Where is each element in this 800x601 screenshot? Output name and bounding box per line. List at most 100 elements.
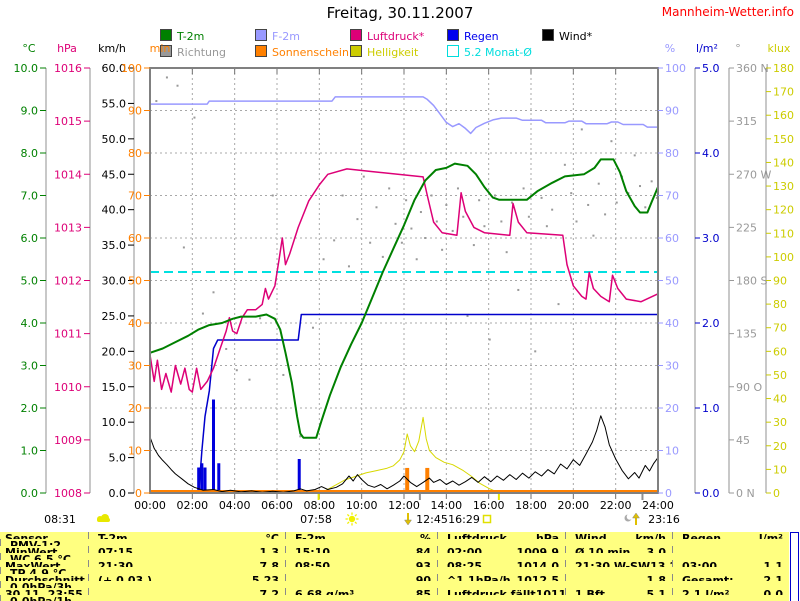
- axis-tick-label: 180: [773, 62, 794, 75]
- axis-pct: 0 10 20 30 40 50 60 70 80 90 100: [658, 62, 686, 500]
- axis-tick-label: 45.0: [102, 168, 127, 181]
- cell-left: 08:50: [295, 560, 331, 567]
- axis-tick-label: 30: [773, 416, 787, 429]
- time-ticks: [191, 69, 617, 499]
- legend-label: T-2m: [177, 30, 205, 43]
- axis-tick-label: 9.0: [21, 105, 39, 118]
- axis-tick-label: 10.0: [102, 416, 127, 429]
- axis-tick-label: 60: [128, 232, 142, 245]
- cell-left: (+ 0.03 ): [98, 574, 153, 581]
- axis-tick-label: 4.0: [21, 317, 39, 330]
- legend-item-sonnenschein: Sonnenschein: [255, 45, 349, 59]
- series-t-2m: [149, 158, 659, 439]
- axis-tick-label: 90 O: [736, 381, 762, 394]
- x-tick-label: 04:00: [219, 499, 251, 512]
- cell-right: km/h: [635, 532, 666, 539]
- cell-right: 13.2: [650, 560, 672, 567]
- value-cell: 08:25 1014.0: [437, 560, 565, 567]
- cell-left: 02:00: [447, 546, 483, 553]
- axis-tick-label: 5.0: [109, 452, 127, 465]
- axis-tick-label: 10.0: [14, 62, 39, 75]
- legend-swatch-icon: [255, 45, 267, 57]
- axis-min: 0 10 20 30 40 50 60 70 80 90 100: [121, 62, 150, 500]
- arrow-down-icon: [404, 513, 412, 526]
- x-tick-label: 14:00: [430, 499, 462, 512]
- cell-right: 0.0: [763, 588, 784, 595]
- axis-tick-label: 70: [665, 190, 679, 203]
- axis-tick-label: 100: [121, 62, 142, 75]
- table-scrollbar[interactable]: [790, 532, 799, 601]
- cell-right: 1009.9: [516, 546, 559, 553]
- axis-tick-label: 50: [665, 275, 679, 288]
- axis-unit-deg: °: [735, 42, 741, 55]
- axis-tick-label: 1011: [54, 328, 82, 341]
- cell-left: 21:30 W-SW: [575, 560, 651, 567]
- axis-tick-label: 10: [665, 445, 679, 458]
- series-luftdruck: [149, 168, 659, 393]
- legend-swatch-icon: [350, 29, 362, 41]
- x-tick-label: 10:00: [346, 499, 378, 512]
- x-tick-label: 24:00: [642, 499, 674, 512]
- axis-tick-label: 30: [128, 360, 142, 373]
- cell-left: 6.68 g/m³: [295, 588, 355, 595]
- daylight-markers: 08:31 07:58 12:45 16:29 23:16: [44, 512, 680, 526]
- marker-time-label: 23:16: [648, 513, 680, 526]
- legend-swatch-icon: [160, 45, 172, 57]
- axis-tick-label: 1009: [54, 434, 82, 447]
- grid-lines: [150, 68, 658, 493]
- axis-tick-label: 110: [773, 227, 794, 240]
- axis-tick-label: 1013: [54, 221, 82, 234]
- value-cell: 07:15 1.3: [88, 546, 285, 553]
- cell-left: Gesamt:: [682, 574, 734, 581]
- axis-tick-label: 2.0: [702, 317, 720, 330]
- cloud-icon: [97, 514, 110, 522]
- axis-C: 0.0 1.0 2.0 3.0 4.0 5.0 6.0 7.0 8.0 9.0 10.0: [14, 62, 47, 500]
- series-helligkeit: [150, 416, 658, 494]
- column-header-cell: Regen l/m²: [672, 532, 789, 539]
- row-label: MinWert: [5, 546, 58, 553]
- axis-tick-label: 1010: [54, 381, 82, 394]
- axis-tick-label: 40: [665, 317, 679, 330]
- axis-tick-label: 60: [665, 232, 679, 245]
- axis-tick-label: 80: [665, 147, 679, 160]
- axis-unit-kmh: km/h: [98, 42, 126, 55]
- axis-tick-label: 4.0: [702, 147, 720, 160]
- axis-tick-label: 5.0: [21, 275, 39, 288]
- cell-right: °C: [265, 532, 279, 539]
- cell-right: 7.8: [259, 560, 280, 567]
- cell-right: 1.1: [763, 560, 784, 567]
- axis-tick-label: 70: [773, 322, 787, 335]
- legend-swatch-icon: [350, 45, 362, 57]
- cell-left: 15:10: [295, 546, 331, 553]
- axis-tick-label: 1.0: [21, 445, 39, 458]
- cell-right: 1012.5: [516, 574, 559, 581]
- cell-right: 1.8: [646, 574, 667, 581]
- legend-swatch-icon: [160, 29, 172, 41]
- cell-right: 1014.0: [516, 560, 559, 567]
- value-cell: 15:10 84: [285, 546, 437, 553]
- table-row: MaxWert 21:30 7.8 08:50 93 08:25 1014.0 21:30 W…: [0, 560, 789, 574]
- axis-tick-label: 20: [128, 402, 142, 415]
- axis-tick-label: 0.0: [109, 487, 127, 500]
- axis-tick-label: 55.0: [102, 97, 127, 110]
- cell-right: 1.3: [259, 546, 280, 553]
- axis-tick-label: 0 N: [736, 487, 755, 500]
- cell-right: 85: [415, 588, 431, 595]
- cell-left: Luftdruck fällt: [447, 588, 536, 595]
- legend-item-luftdruck-: Luftdruck*: [350, 29, 424, 43]
- legend-swatch-icon: [447, 45, 459, 57]
- axis-tick-label: 1014: [54, 168, 82, 181]
- cell-left: Wind: [575, 532, 607, 539]
- axis-unit-klux: klux: [767, 42, 791, 55]
- legend-label: Helligkeit: [367, 46, 419, 59]
- cell-left: 03:00: [682, 560, 718, 567]
- cell-left: 0.0hPa/3h: [10, 581, 73, 588]
- value-cell: 6.68 g/m³ 85: [285, 588, 437, 595]
- cell-left: 1 Bft: [575, 588, 605, 595]
- marker-time-label: 12:45: [416, 513, 448, 526]
- legend-item-t-2m: T-2m: [160, 29, 205, 43]
- axis-tick-label: 20: [665, 402, 679, 415]
- site-link[interactable]: Mannheim-Wetter.info: [661, 5, 794, 19]
- moon-up-icon: [624, 512, 640, 525]
